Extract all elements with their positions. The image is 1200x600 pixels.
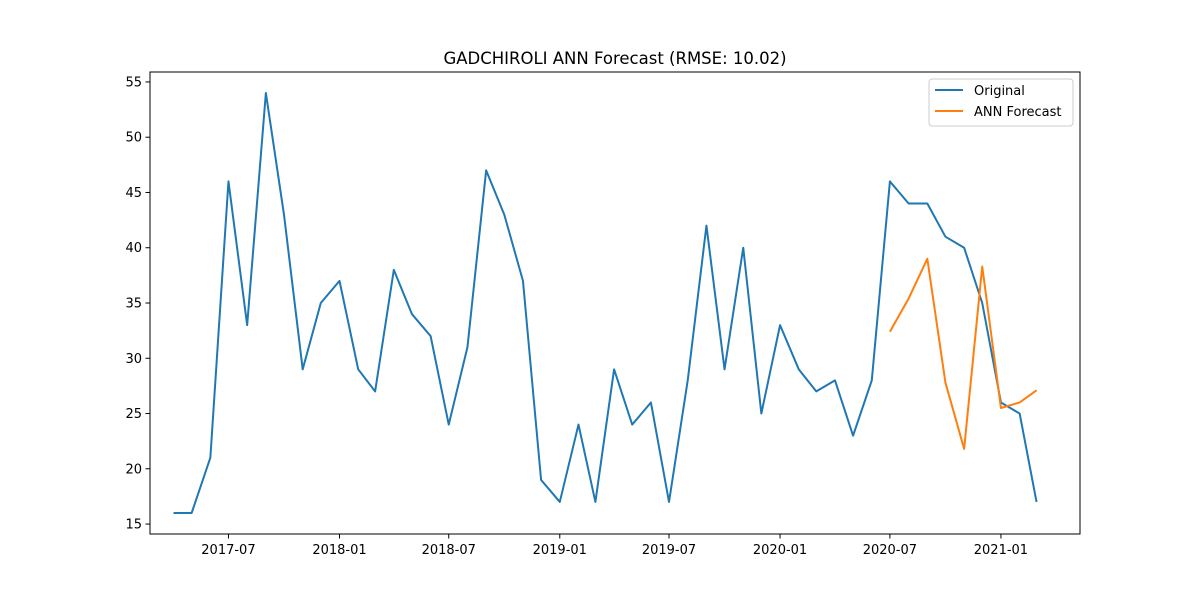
series-line-ann-forecast [889,257,1038,450]
plot-lines [173,92,1038,514]
y-tick-label: 50 [125,131,142,146]
y-tick-label: 20 [125,462,142,477]
x-tick-label: 2019-01 [533,543,587,558]
y-tick-label: 45 [125,186,142,201]
y-tick-label: 15 [125,518,142,533]
x-tick-label: 2021-01 [974,543,1028,558]
x-tick-label: 2018-07 [422,543,476,558]
series-line-original [173,92,1038,514]
y-tick-label: 25 [125,407,142,422]
legend-label-ann-forecast: ANN Forecast [974,105,1061,120]
x-tick-label: 2019-07 [642,543,696,558]
y-tick-label: 40 [125,241,142,256]
plot-frame [149,71,1081,535]
y-tick-label: 35 [125,297,142,312]
legend-box [928,78,1074,127]
y-axis: 15 20 25 30 35 40 45 50 55 [125,75,150,533]
x-tick-label: 2020-01 [753,543,807,558]
x-tick-label: 2017-07 [201,543,255,558]
chart-title: GADCHIROLI ANN Forecast (RMSE: 10.02) [443,49,786,68]
legend-label-original: Original [974,84,1025,99]
x-tick-label: 2018-01 [312,543,366,558]
y-tick-label: 55 [125,75,142,90]
y-tick-label: 30 [125,352,142,367]
legend: Original ANN Forecast [928,78,1074,127]
x-axis: 2017-07 2018-01 2018-07 2019-01 2019-07 2020-… [201,534,1028,558]
x-tick-label: 2020-07 [863,543,917,558]
